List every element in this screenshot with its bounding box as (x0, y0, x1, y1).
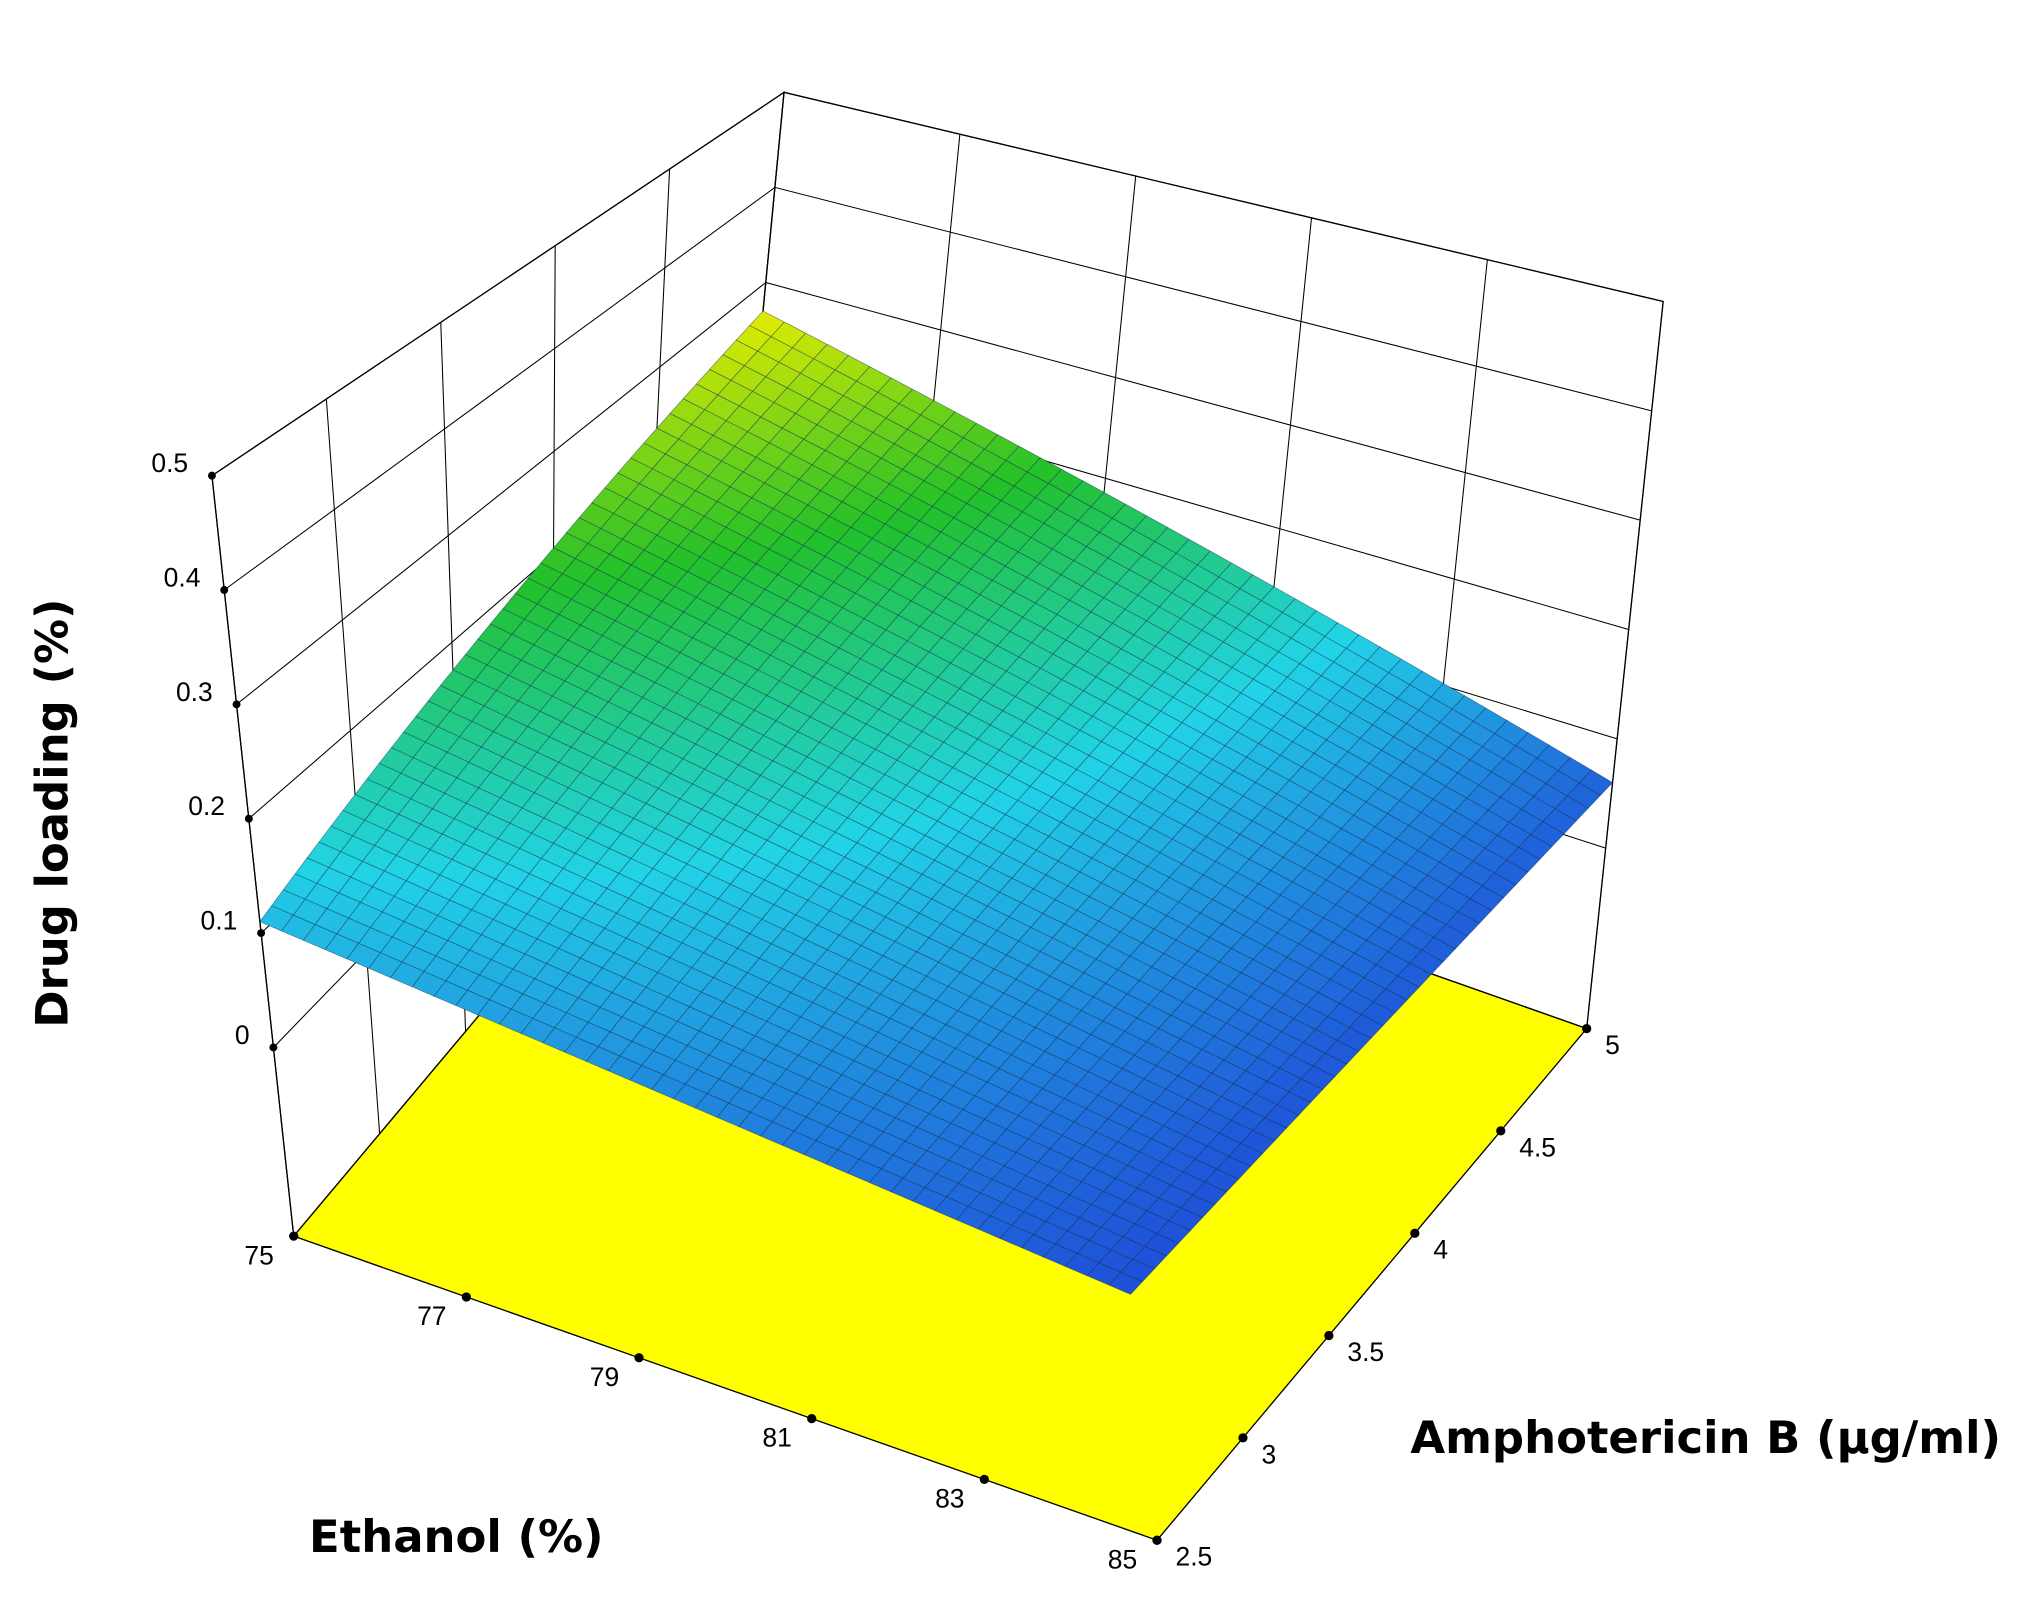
x-tick (461, 1292, 471, 1302)
surface-cell (1245, 789, 1517, 988)
x-tick (289, 1231, 299, 1241)
y-tick-label: 5 (1605, 1030, 1620, 1060)
z-tick-label: 0 (235, 1020, 250, 1050)
y-tick-label: 4.5 (1519, 1132, 1556, 1162)
z-tick (257, 929, 266, 938)
surface-cell (828, 400, 1105, 607)
surface-cell (877, 919, 1150, 1113)
surface-cell (607, 952, 879, 1146)
y-tick-label: 3.5 (1347, 1337, 1384, 1367)
x-tick (807, 1413, 817, 1424)
surface-cell (899, 605, 1174, 809)
grid-line (1586, 301, 1664, 1029)
y-tick (1152, 1535, 1162, 1545)
z-tick (232, 700, 241, 709)
y-tick (1410, 1228, 1420, 1238)
x-tick (634, 1353, 644, 1363)
x-axis-title: Ethanol (%) (309, 1510, 604, 1563)
z-axis-title: Drug loading (%) (26, 598, 79, 1027)
y-tick (1582, 1023, 1592, 1034)
z-tick-label: 0.5 (151, 448, 188, 478)
y-tick-label: 2.5 (1176, 1542, 1213, 1572)
x-tick (979, 1474, 989, 1485)
z-tick-label: 0.1 (201, 905, 238, 935)
surface-cell (781, 1031, 1053, 1221)
x-tick-label: 77 (417, 1301, 446, 1331)
y-tick (1238, 1433, 1248, 1443)
surface-cell (703, 835, 976, 1033)
surface-facet (1192, 1181, 1228, 1206)
z-tick (220, 586, 229, 594)
y-tick (1496, 1126, 1506, 1136)
z-axis-line (211, 475, 295, 1237)
surface-cell (656, 310, 935, 517)
x-tick-label: 79 (590, 1362, 619, 1392)
surface-cell (1148, 896, 1420, 1090)
surface-cell (433, 873, 705, 1072)
z-tick-label: 0.2 (188, 791, 225, 821)
surface-cell (626, 633, 901, 837)
surface-facet (1578, 769, 1614, 796)
surface-cell (1000, 492, 1275, 698)
surface-cell (1051, 1004, 1324, 1193)
y-tick-label: 3 (1261, 1439, 1276, 1469)
z-tick (269, 1043, 278, 1052)
surface-cell (800, 720, 1074, 921)
y-tick (1324, 1330, 1334, 1341)
grid-line (325, 398, 381, 1134)
surface-cell (259, 794, 530, 997)
surface-cell (1072, 696, 1346, 898)
z-tick (244, 814, 253, 823)
y-axis-title: Amphotericin B (µg/ml) (1410, 1411, 2001, 1464)
z-tick-label: 0.3 (176, 677, 213, 707)
x-tick-label: 81 (762, 1423, 791, 1453)
z-tick-label: 0.4 (164, 562, 201, 592)
surface-cell (1344, 683, 1614, 886)
surface-facet (1384, 975, 1420, 1001)
surface-facet (1288, 1078, 1324, 1103)
y-tick-label: 4 (1433, 1235, 1448, 1265)
x-tick-label: 75 (244, 1240, 273, 1270)
surface-cell (1172, 586, 1444, 791)
surface-cell (974, 807, 1247, 1005)
surface-cell (955, 1111, 1228, 1295)
x-tick-label: 83 (935, 1484, 964, 1514)
x-tick-label: 85 (1108, 1544, 1137, 1574)
z-tick (207, 471, 216, 480)
surface-facet (1481, 872, 1517, 899)
